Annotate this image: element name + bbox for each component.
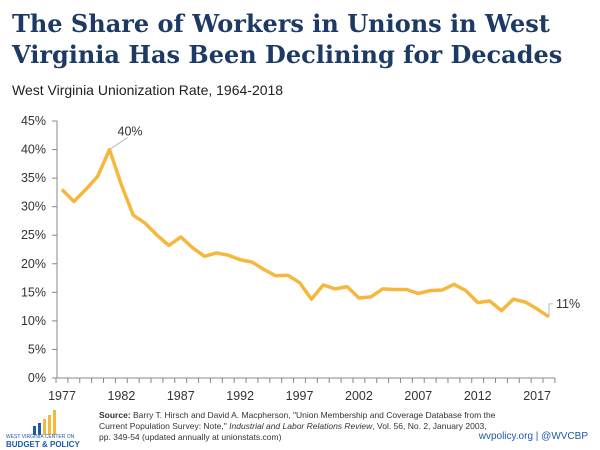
logo-text-line1: WEST VIRGINIA CENTER ON [6, 434, 75, 440]
y-tick-label: 30% [21, 200, 46, 214]
x-tick-label: 1982 [107, 389, 135, 403]
x-tick-label: 1977 [48, 389, 76, 403]
chart-subtitle: West Virginia Unionization Rate, 1964-20… [12, 82, 284, 98]
source-journal: Industrial and Labor Relations Review [229, 421, 373, 431]
annotation-leader [109, 137, 128, 150]
y-tick-label: 0% [28, 371, 46, 385]
line-chart: 0% 5% 10% 15% 20% 25% 30% 35% 40% 45% 1977 1982 1987… [21, 114, 580, 403]
y-tick-label: 20% [21, 257, 46, 271]
source-text: Barry T. Hirsch and David A. Macpherson,… [99, 410, 496, 431]
x-tick-label: 2007 [404, 389, 432, 403]
y-tick-label: 10% [21, 314, 46, 328]
source-note: Source: Barry T. Hirsch and David A. Mac… [99, 410, 499, 443]
annotation-label: 40% [118, 125, 143, 139]
source-label: Source: [99, 410, 131, 420]
series-line [60, 147, 550, 319]
x-tick-label: 1992 [226, 389, 254, 403]
chart-title: The Share of Workers in Unions in West V… [12, 9, 563, 69]
annotation-label: 11% [556, 297, 580, 311]
y-tick-label: 45% [21, 114, 46, 128]
website-credit[interactable]: wvpolicy.org | @WVCBP [478, 431, 588, 442]
x-tick-label: 2002 [345, 389, 373, 403]
y-tick-label: 40% [21, 143, 46, 157]
x-tick-label: 1987 [167, 389, 195, 403]
x-tick-label: 2012 [464, 389, 492, 403]
x-tick-label: 2017 [523, 389, 551, 403]
y-tick-label: 5% [28, 342, 46, 356]
source-rest: , Vol. 56, No. 2, January 2003, pp. 349-… [99, 421, 487, 442]
y-tick-label: 35% [21, 171, 46, 185]
y-tick-label: 25% [21, 228, 46, 242]
x-tick-label: 1997 [286, 389, 314, 403]
annotation-leader [548, 303, 553, 317]
y-tick-label: 15% [21, 285, 46, 299]
logo-text-line2: BUDGET & POLICY [6, 440, 80, 449]
wvcbp-logo [33, 410, 56, 435]
